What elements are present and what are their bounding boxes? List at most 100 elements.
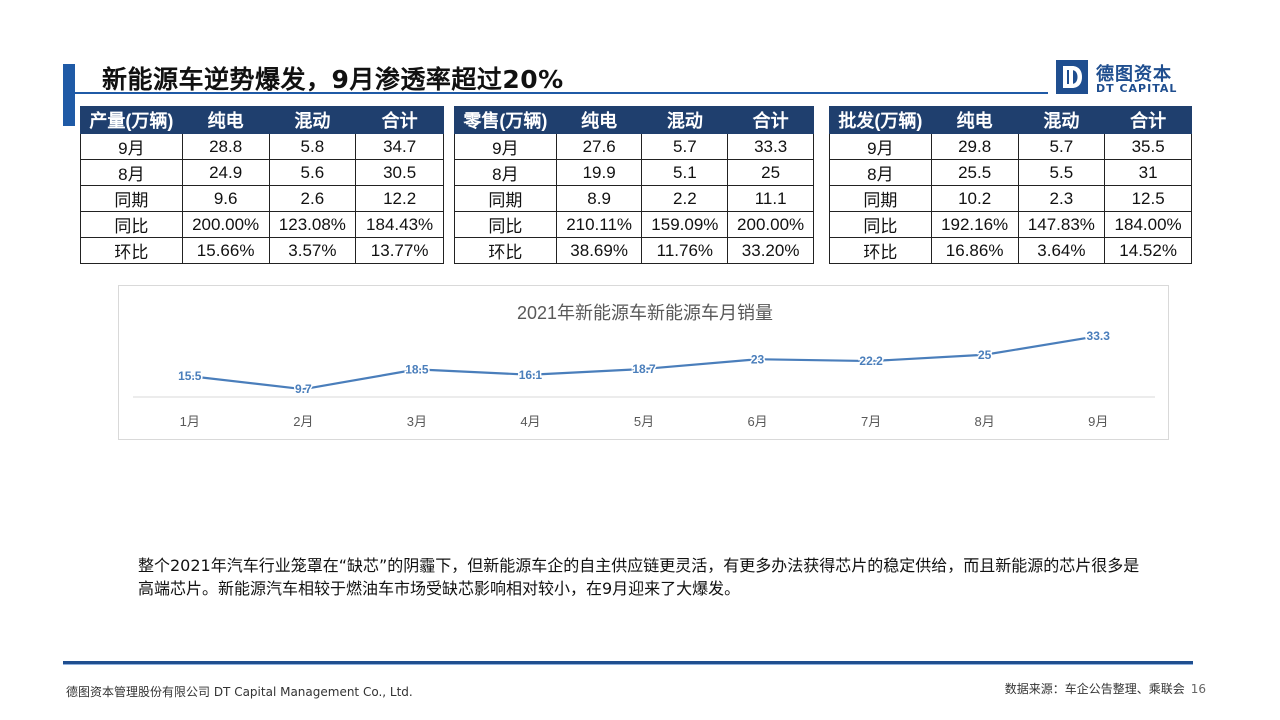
- table-cell: 9月: [829, 133, 932, 160]
- table-row: 8月 19.9 5.1 25: [454, 159, 814, 186]
- table-header: 纯电: [555, 106, 643, 134]
- table-cell: 8月: [454, 159, 557, 186]
- table-row: 同比 192.16% 147.83% 184.00%: [829, 211, 1192, 238]
- table-row: 环比 15.66% 3.57% 13.77%: [80, 237, 444, 264]
- table-cell: 9.6: [181, 185, 270, 212]
- table-cell: 38.69%: [555, 237, 643, 264]
- table-cell: 30.5: [355, 159, 444, 186]
- x-tick-label: 9月: [1088, 414, 1108, 429]
- table-cell: 10.2: [930, 185, 1019, 212]
- retail-table: 零售(万辆) 纯电 混动 合计 9月 27.6 5.7 33.3 8月 19.9…: [454, 106, 814, 264]
- production-table: 产量(万辆) 纯电 混动 合计 9月 28.8 5.8 34.7 8月 24.9…: [80, 106, 444, 264]
- data-label: 25: [978, 348, 992, 362]
- dt-logo-icon: [1056, 60, 1088, 94]
- table-cell: 9月: [454, 133, 557, 160]
- table-header: 合计: [1104, 106, 1192, 134]
- table-cell: 3.57%: [268, 237, 357, 264]
- monthly-sales-chart: 2021年新能源车新能源车月销量 15.5 1月 9.7 2月 18.5 3月 16.1 4月…: [118, 285, 1169, 440]
- table-cell: 28.8: [181, 133, 270, 160]
- logo-text-cn: 德图资本: [1096, 64, 1172, 85]
- table-row: 环比 16.86% 3.64% 14.52%: [829, 237, 1192, 264]
- table-cell: 210.11%: [555, 211, 643, 238]
- table-cell: 同比: [454, 211, 557, 238]
- table-row: 同期 8.9 2.2 11.1: [454, 185, 814, 212]
- table-cell: 环比: [829, 237, 932, 264]
- data-label: 18.7: [632, 362, 656, 376]
- footer-rule-light: [63, 664, 1193, 665]
- table-cell: 同期: [454, 185, 557, 212]
- table-header: 产量(万辆): [80, 106, 183, 134]
- data-label: 33.3: [1087, 329, 1111, 343]
- table-cell: 5.1: [641, 159, 729, 186]
- table-cell: 2.2: [641, 185, 729, 212]
- body-paragraph: 整个2021年汽车行业笼罩在“缺芯”的阴霾下，但新能源车企的自主供应链更灵活，有…: [138, 556, 1140, 598]
- table-cell: 2.6: [268, 185, 357, 212]
- x-tick-label: 4月: [520, 414, 540, 429]
- table-cell: 5.5: [1017, 159, 1106, 186]
- x-tick-label: 1月: [180, 414, 200, 429]
- table-header: 零售(万辆): [454, 106, 557, 134]
- chart-title: 2021年新能源车新能源车月销量: [517, 303, 773, 323]
- table-cell: 同比: [829, 211, 932, 238]
- table-cell: 2.3: [1017, 185, 1106, 212]
- table-cell: 31: [1104, 159, 1192, 186]
- data-label: 22.2: [859, 354, 883, 368]
- table-cell: 11.76%: [641, 237, 729, 264]
- series-line: [189, 334, 1099, 391]
- table-row: 同比 210.11% 159.09% 200.00%: [454, 211, 814, 238]
- table-cell: 35.5: [1104, 133, 1192, 160]
- table-cell: 159.09%: [641, 211, 729, 238]
- table-cell: 8月: [829, 159, 932, 186]
- table-cell: 同比: [80, 211, 183, 238]
- table-cell: 13.77%: [355, 237, 444, 264]
- footer-source: 数据来源：车企公告整理、乘联会: [1004, 682, 1185, 696]
- table-row: 同比 200.00% 123.08% 184.43%: [80, 211, 444, 238]
- chart-marks: 15.5 1月 9.7 2月 18.5 3月 16.1 4月 18.7 5月 23 6月 22.2 7月 2…: [177, 328, 1112, 429]
- table-header: 合计: [727, 106, 814, 134]
- table-cell: 184.00%: [1104, 211, 1192, 238]
- table-cell: 15.66%: [181, 237, 270, 264]
- table-header: 纯电: [930, 106, 1019, 134]
- footer-rule: [63, 661, 1193, 664]
- table-header: 混动: [641, 106, 729, 134]
- table-cell: 33.20%: [727, 237, 814, 264]
- page-title: 新能源车逆势爆发，9月渗透率超过20%: [102, 65, 564, 94]
- logo-text-en: DT CAPITAL: [1096, 82, 1178, 95]
- table-cell: 9月: [80, 133, 183, 160]
- footer-company: 德图资本管理股份有限公司 DT Capital Management Co., …: [66, 685, 413, 699]
- table-header-row: 产量(万辆) 纯电 混动 合计: [80, 106, 444, 134]
- x-tick-label: 2月: [293, 414, 313, 429]
- table-cell: 27.6: [555, 133, 643, 160]
- table-cell: 5.6: [268, 159, 357, 186]
- table-cell: 192.16%: [930, 211, 1019, 238]
- table-cell: 29.8: [930, 133, 1019, 160]
- table-cell: 33.3: [727, 133, 814, 160]
- table-cell: 11.1: [727, 185, 814, 212]
- x-tick-label: 3月: [407, 414, 427, 429]
- table-cell: 8月: [80, 159, 183, 186]
- table-cell: 5.8: [268, 133, 357, 160]
- title-accent-bar: [63, 64, 75, 126]
- data-label: 18.5: [405, 362, 429, 376]
- table-header: 批发(万辆): [829, 106, 932, 134]
- chart-canvas: 2021年新能源车新能源车月销量 15.5 1月 9.7 2月 18.5 3月 16.1 4月…: [133, 303, 1155, 429]
- table-cell: 123.08%: [268, 211, 357, 238]
- table-cell: 5.7: [1017, 133, 1106, 160]
- table-cell: 184.43%: [355, 211, 444, 238]
- dt-capital-logo: 德图资本 DT CAPITAL: [1056, 60, 1186, 100]
- table-header: 混动: [268, 106, 357, 134]
- table-header: 纯电: [181, 106, 270, 134]
- table-row: 8月 24.9 5.6 30.5: [80, 159, 444, 186]
- table-header: 合计: [355, 106, 444, 134]
- table-cell: 24.9: [181, 159, 270, 186]
- x-tick-label: 8月: [975, 414, 995, 429]
- table-cell: 19.9: [555, 159, 643, 186]
- table-header-row: 批发(万辆) 纯电 混动 合计: [829, 106, 1192, 134]
- data-label: 16.1: [519, 368, 543, 382]
- data-label: 9.7: [295, 382, 312, 396]
- title-underline: [63, 92, 1048, 94]
- table-cell: 12.5: [1104, 185, 1192, 212]
- page-number: 16: [1190, 682, 1206, 696]
- x-tick-label: 7月: [861, 414, 881, 429]
- table-cell: 5.7: [641, 133, 729, 160]
